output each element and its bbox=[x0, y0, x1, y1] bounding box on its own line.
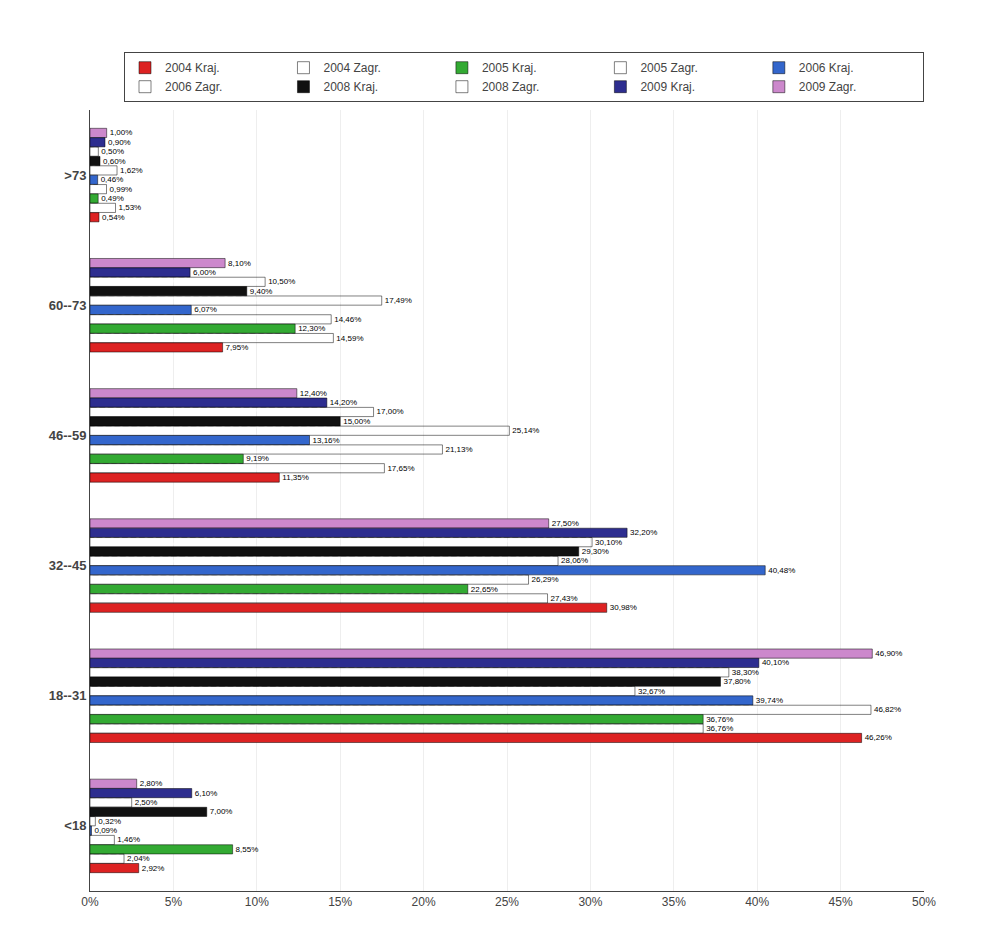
svg-text:1,46%: 1,46% bbox=[117, 835, 140, 844]
svg-text:17,00%: 17,00% bbox=[377, 407, 404, 416]
svg-text:2006 Kraj.: 2006 Kraj. bbox=[799, 61, 854, 75]
svg-text:12,30%: 12,30% bbox=[298, 324, 325, 333]
svg-text:9,19%: 9,19% bbox=[246, 454, 269, 463]
svg-text:36,76%: 36,76% bbox=[706, 724, 733, 733]
svg-text:46,82%: 46,82% bbox=[874, 705, 901, 714]
svg-text:2006 Zagr.: 2006 Zagr. bbox=[165, 80, 222, 94]
svg-text:2,92%: 2,92% bbox=[142, 864, 165, 873]
svg-text:14,20%: 14,20% bbox=[330, 398, 357, 407]
svg-text:11,35%: 11,35% bbox=[282, 473, 309, 482]
svg-text:40%: 40% bbox=[745, 895, 769, 909]
svg-text:1,00%: 1,00% bbox=[110, 128, 133, 137]
svg-text:0%: 0% bbox=[81, 895, 99, 909]
svg-text:39,74%: 39,74% bbox=[756, 696, 783, 705]
svg-text:0,46%: 0,46% bbox=[101, 175, 124, 184]
svg-text:2005 Kraj.: 2005 Kraj. bbox=[482, 61, 537, 75]
svg-text:15%: 15% bbox=[328, 895, 352, 909]
svg-text:21,13%: 21,13% bbox=[445, 445, 472, 454]
svg-text:46,90%: 46,90% bbox=[875, 649, 902, 658]
svg-text:22,65%: 22,65% bbox=[471, 585, 498, 594]
svg-text:2005 Zagr.: 2005 Zagr. bbox=[640, 61, 697, 75]
svg-text:13,16%: 13,16% bbox=[313, 436, 340, 445]
svg-text:6,07%: 6,07% bbox=[194, 305, 217, 314]
svg-text:0,09%: 0,09% bbox=[95, 826, 118, 835]
svg-text:0,50%: 0,50% bbox=[101, 147, 124, 156]
svg-text:37,80%: 37,80% bbox=[724, 677, 751, 686]
svg-text:60--73: 60--73 bbox=[49, 298, 87, 313]
svg-text:46,26%: 46,26% bbox=[865, 733, 892, 742]
svg-text:30%: 30% bbox=[578, 895, 602, 909]
svg-text:17,65%: 17,65% bbox=[387, 464, 414, 473]
svg-text:0,49%: 0,49% bbox=[101, 194, 124, 203]
svg-text:15,00%: 15,00% bbox=[343, 417, 370, 426]
svg-text:<18: <18 bbox=[64, 818, 86, 833]
svg-text:28,06%: 28,06% bbox=[561, 556, 588, 565]
svg-text:45%: 45% bbox=[829, 895, 853, 909]
svg-text:0,90%: 0,90% bbox=[108, 138, 131, 147]
svg-text:12,40%: 12,40% bbox=[300, 389, 327, 398]
svg-text:17,49%: 17,49% bbox=[385, 296, 412, 305]
svg-text:2008 Kraj.: 2008 Kraj. bbox=[323, 80, 378, 94]
svg-text:>73: >73 bbox=[64, 168, 86, 183]
svg-text:46--59: 46--59 bbox=[49, 428, 87, 443]
svg-text:26,29%: 26,29% bbox=[532, 575, 559, 584]
svg-text:27,50%: 27,50% bbox=[552, 519, 579, 528]
svg-text:5%: 5% bbox=[165, 895, 183, 909]
svg-text:25%: 25% bbox=[495, 895, 519, 909]
svg-text:8,10%: 8,10% bbox=[228, 259, 251, 268]
svg-text:2,04%: 2,04% bbox=[127, 854, 150, 863]
svg-text:7,00%: 7,00% bbox=[210, 807, 233, 816]
svg-text:0,60%: 0,60% bbox=[103, 157, 126, 166]
svg-text:2009 Zagr.: 2009 Zagr. bbox=[799, 80, 856, 94]
svg-text:36,76%: 36,76% bbox=[706, 715, 733, 724]
svg-text:18--31: 18--31 bbox=[49, 688, 87, 703]
svg-text:1,62%: 1,62% bbox=[120, 166, 143, 175]
svg-text:32,20%: 32,20% bbox=[630, 528, 657, 537]
svg-text:27,43%: 27,43% bbox=[551, 594, 578, 603]
svg-text:0,32%: 0,32% bbox=[98, 817, 121, 826]
svg-text:6,10%: 6,10% bbox=[195, 789, 218, 798]
svg-text:30,98%: 30,98% bbox=[610, 603, 637, 612]
svg-text:50%: 50% bbox=[912, 895, 936, 909]
svg-text:2004 Kraj.: 2004 Kraj. bbox=[165, 61, 220, 75]
svg-text:0,54%: 0,54% bbox=[102, 213, 125, 222]
svg-text:8,55%: 8,55% bbox=[236, 845, 259, 854]
svg-text:32--45: 32--45 bbox=[49, 558, 87, 573]
svg-text:7,95%: 7,95% bbox=[226, 343, 249, 352]
svg-text:40,48%: 40,48% bbox=[768, 566, 795, 575]
svg-text:2,80%: 2,80% bbox=[140, 779, 163, 788]
svg-text:25,14%: 25,14% bbox=[512, 426, 539, 435]
svg-text:10,50%: 10,50% bbox=[268, 277, 295, 286]
svg-text:14,59%: 14,59% bbox=[336, 334, 363, 343]
svg-text:2008 Zagr.: 2008 Zagr. bbox=[482, 80, 539, 94]
svg-text:0,99%: 0,99% bbox=[110, 185, 133, 194]
svg-text:35%: 35% bbox=[662, 895, 686, 909]
svg-text:2004 Zagr.: 2004 Zagr. bbox=[323, 61, 380, 75]
svg-text:9,40%: 9,40% bbox=[250, 287, 273, 296]
svg-text:20%: 20% bbox=[412, 895, 436, 909]
svg-text:30,10%: 30,10% bbox=[595, 538, 622, 547]
svg-text:10%: 10% bbox=[245, 895, 269, 909]
svg-text:40,10%: 40,10% bbox=[762, 658, 789, 667]
svg-text:2,50%: 2,50% bbox=[135, 798, 158, 807]
svg-text:2009 Kraj.: 2009 Kraj. bbox=[640, 80, 695, 94]
svg-text:29,30%: 29,30% bbox=[582, 547, 609, 556]
svg-text:1,53%: 1,53% bbox=[119, 203, 142, 212]
svg-text:6,00%: 6,00% bbox=[193, 268, 216, 277]
svg-text:32,67%: 32,67% bbox=[638, 687, 665, 696]
svg-text:14,46%: 14,46% bbox=[334, 315, 361, 324]
svg-text:38,30%: 38,30% bbox=[732, 668, 759, 677]
